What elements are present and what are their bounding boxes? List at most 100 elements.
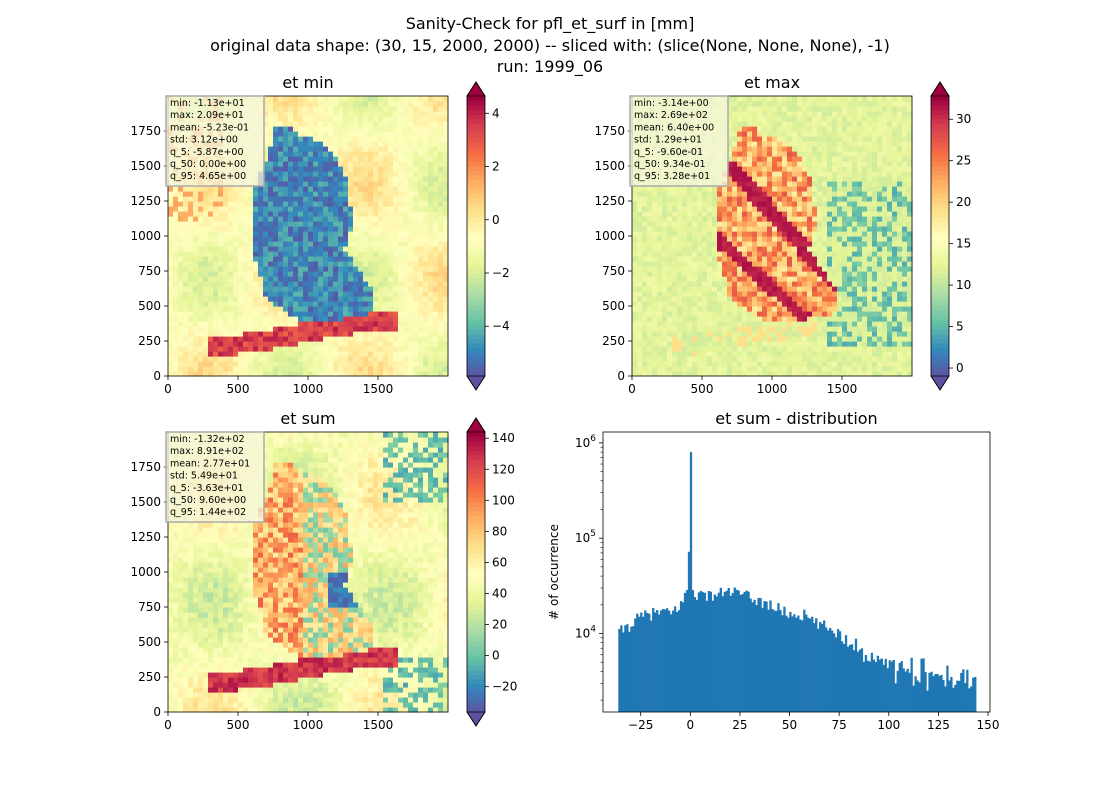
heatmap-cell: [632, 191, 638, 197]
heatmap-cell: [318, 156, 324, 162]
heatmap-cell: [203, 231, 209, 237]
heatmap-cell: [647, 276, 653, 282]
heatmap-cell: [747, 326, 753, 332]
heatmap-cell: [408, 301, 414, 307]
heatmap-cell: [443, 241, 449, 247]
heatmap-cell: [283, 186, 289, 192]
heatmap-cell: [193, 201, 199, 207]
heatmap-cell: [742, 201, 748, 207]
heatmap-cell: [433, 361, 439, 367]
heatmap-cell: [213, 271, 219, 277]
heatmap-cell: [732, 101, 738, 107]
heatmap-cell: [782, 216, 788, 222]
heatmap-cell: [288, 266, 294, 272]
heatmap-cell: [203, 191, 209, 197]
heatmap-cell: [243, 186, 249, 192]
heatmap-cell: [328, 201, 334, 207]
heatmap-cell: [368, 316, 374, 322]
heatmap-cell: [742, 231, 748, 237]
heatmap-cell: [657, 351, 663, 357]
heatmap-cell: [233, 311, 239, 317]
heatmap-cell: [363, 326, 369, 332]
heatmap-cell: [717, 196, 723, 202]
heatmap-cell: [268, 311, 274, 317]
y-tick-label: 750: [138, 264, 161, 278]
heatmap-cell: [333, 266, 339, 272]
heatmap-cell: [632, 231, 638, 237]
heatmap-cell: [268, 211, 274, 217]
heatmap-cell: [418, 231, 424, 237]
heatmap-cell: [238, 191, 244, 197]
heatmap-cell: [423, 346, 429, 352]
heatmap-cell: [348, 261, 354, 267]
heatmap-cell: [333, 101, 339, 107]
heatmap-cell: [368, 96, 374, 102]
heatmap-cell: [248, 331, 254, 337]
heatmap-cell: [707, 326, 713, 332]
heatmap-cell: [253, 186, 259, 192]
heatmap-cell: [358, 331, 364, 337]
heatmap-cell: [642, 331, 648, 337]
heatmap-cell: [647, 191, 653, 197]
heatmap-cell: [283, 231, 289, 237]
heatmap-cell: [433, 121, 439, 127]
heatmap-cell: [313, 371, 319, 377]
heatmap-cell: [742, 341, 748, 347]
heatmap-cell: [403, 141, 409, 147]
heatmap-cell: [767, 136, 773, 142]
heatmap-cell: [398, 246, 404, 252]
heatmap-cell: [393, 111, 399, 117]
heatmap-cell: [398, 121, 404, 127]
heatmap-cell: [642, 201, 648, 207]
heatmap-cell: [428, 296, 434, 302]
heatmap-cell: [712, 331, 718, 337]
heatmap-cell: [423, 126, 429, 132]
heatmap-cell: [702, 371, 708, 377]
heatmap-cell: [692, 236, 698, 242]
heatmap-cell: [333, 211, 339, 217]
heatmap-cell: [418, 201, 424, 207]
heatmap-cell: [298, 196, 304, 202]
heatmap-cell: [303, 151, 309, 157]
heatmap-cell: [248, 326, 254, 332]
heatmap-cell: [757, 321, 763, 327]
heatmap-cell: [413, 301, 419, 307]
heatmap-cell: [293, 286, 299, 292]
heatmap-cell: [428, 281, 434, 287]
heatmap-cell: [767, 131, 773, 137]
heatmap-cell: [428, 361, 434, 367]
heatmap-cell: [712, 326, 718, 332]
heatmap-cell: [343, 101, 349, 107]
heatmap-cell: [193, 186, 199, 192]
heatmap-cell: [308, 226, 314, 232]
heatmap-cell: [438, 116, 444, 122]
heatmap-cell: [677, 361, 683, 367]
heatmap-cell: [183, 281, 189, 287]
heatmap-cell: [223, 281, 229, 287]
heatmap-cell: [757, 271, 763, 277]
heatmap-cell: [293, 301, 299, 307]
heatmap-cell: [368, 161, 374, 167]
heatmap-cell: [358, 101, 364, 107]
colorbar-segment: [467, 156, 485, 162]
heatmap-cell: [642, 356, 648, 362]
heatmap-cell: [218, 351, 224, 357]
colorbar-tick-label: −2: [492, 266, 510, 280]
heatmap-cell: [328, 286, 334, 292]
heatmap-cell: [303, 286, 309, 292]
heatmap-cell: [443, 171, 449, 177]
heatmap-cell: [378, 226, 384, 232]
heatmap-cell: [233, 236, 239, 242]
heatmap-cell: [443, 236, 449, 242]
heatmap-cell: [702, 231, 708, 237]
heatmap-cell: [338, 156, 344, 162]
colorbar-segment: [467, 320, 485, 326]
heatmap-cell: [677, 291, 683, 297]
heatmap-cell: [333, 226, 339, 232]
heatmap-cell: [642, 286, 648, 292]
heatmap-cell: [198, 311, 204, 317]
heatmap-cell: [388, 206, 394, 212]
heatmap-cell: [443, 121, 449, 127]
heatmap-cell: [178, 221, 184, 227]
heatmap-cell: [328, 236, 334, 242]
